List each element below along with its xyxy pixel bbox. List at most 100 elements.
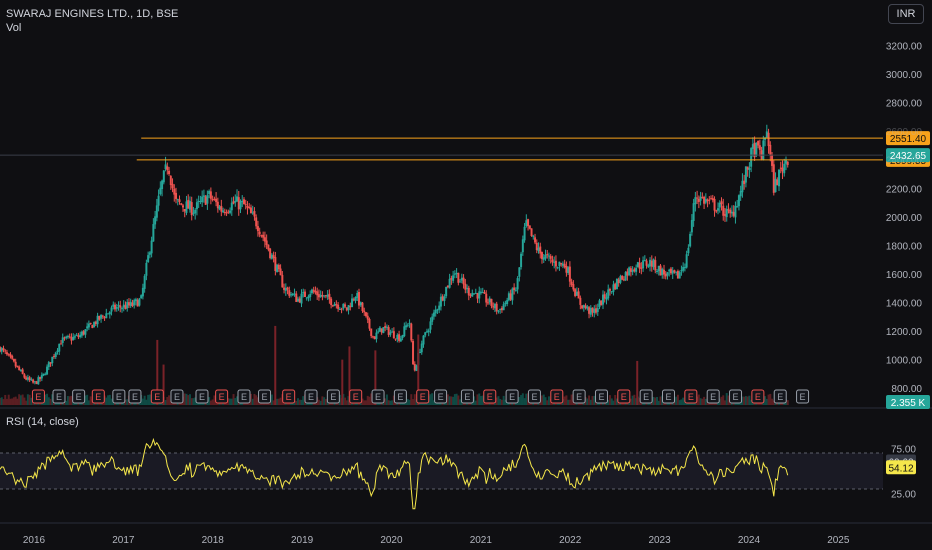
candle-body	[166, 166, 169, 171]
candle-body	[124, 305, 127, 310]
candle-body	[422, 335, 425, 345]
candle-body	[601, 294, 604, 305]
candle-body	[75, 334, 78, 336]
currency-button[interactable]: INR	[888, 4, 924, 24]
volume-bar	[699, 398, 702, 405]
candle-body	[744, 166, 747, 183]
earnings-marker[interactable]: E	[195, 389, 209, 404]
earnings-marker[interactable]: E	[505, 389, 519, 404]
price-tick-label: 1200.00	[886, 327, 923, 338]
candle-body	[279, 268, 282, 276]
candle-body	[499, 309, 502, 311]
candle-body	[180, 203, 183, 205]
volume-bar	[145, 399, 148, 405]
earnings-marker[interactable]: E	[751, 389, 765, 404]
earnings-marker[interactable]: E	[460, 389, 474, 404]
candle-body	[696, 197, 699, 199]
earnings-marker[interactable]: E	[237, 389, 251, 404]
earnings-marker[interactable]: E	[170, 389, 184, 404]
candle-body	[46, 366, 49, 375]
candle-body	[511, 288, 514, 301]
earnings-marker[interactable]: E	[434, 389, 448, 404]
last-price-bg	[886, 148, 930, 163]
candle-body	[176, 199, 179, 201]
candle-body	[593, 308, 596, 314]
earnings-marker[interactable]: E	[617, 389, 631, 404]
earnings-marker-letter: E	[755, 392, 761, 402]
candle-body	[378, 327, 381, 332]
earnings-marker[interactable]: E	[773, 389, 787, 404]
candle-body	[595, 308, 598, 313]
candle-body	[493, 303, 496, 309]
candle-body	[86, 326, 89, 329]
candle-body	[589, 307, 592, 315]
volume-bar	[544, 397, 547, 405]
earnings-marker[interactable]: E	[282, 389, 296, 404]
earnings-marker[interactable]: E	[91, 389, 105, 404]
candle-body	[392, 331, 395, 339]
candle-body	[570, 281, 573, 285]
volume-bar	[363, 400, 366, 405]
earnings-marker[interactable]: E	[258, 389, 272, 404]
earnings-marker[interactable]: E	[150, 389, 164, 404]
volume-bar	[86, 394, 89, 405]
earnings-marker[interactable]: E	[72, 389, 86, 404]
earnings-marker[interactable]: E	[729, 389, 743, 404]
earnings-marker[interactable]: E	[112, 389, 126, 404]
candle-body	[351, 298, 354, 308]
candle-body	[405, 325, 408, 328]
earnings-marker[interactable]: E	[371, 389, 385, 404]
earnings-marker[interactable]: E	[639, 389, 653, 404]
candle-body	[748, 167, 751, 171]
earnings-marker-box	[282, 389, 296, 404]
volume-bar	[412, 399, 415, 405]
earnings-marker[interactable]: E	[393, 389, 407, 404]
candle-body	[295, 293, 298, 302]
volume-bar	[525, 393, 528, 405]
earnings-marker[interactable]: E	[304, 389, 318, 404]
earnings-marker[interactable]: E	[796, 389, 810, 404]
candle-body	[26, 377, 29, 380]
earnings-marker[interactable]: E	[550, 389, 564, 404]
candle-body	[98, 315, 101, 320]
volume-bar	[497, 396, 500, 405]
earnings-marker[interactable]: E	[684, 389, 698, 404]
candle-body	[446, 285, 449, 288]
candle-body	[500, 308, 503, 311]
earnings-marker[interactable]: E	[31, 389, 45, 404]
earnings-marker[interactable]: E	[52, 389, 66, 404]
candle-body	[668, 269, 671, 272]
candle-body	[70, 337, 73, 341]
earnings-marker[interactable]: E	[572, 389, 586, 404]
candle-body	[363, 310, 366, 313]
volume-bar	[408, 399, 411, 405]
volume-bar	[23, 397, 26, 405]
time-tick-label: 2018	[202, 535, 225, 546]
earnings-marker-box	[572, 389, 586, 404]
candle-body	[216, 201, 219, 209]
earnings-marker[interactable]: E	[326, 389, 340, 404]
candle-body	[134, 299, 137, 302]
earnings-marker[interactable]: E	[527, 389, 541, 404]
earnings-marker[interactable]: E	[215, 389, 229, 404]
earnings-marker[interactable]: E	[594, 389, 608, 404]
earnings-marker[interactable]: E	[128, 389, 142, 404]
candle-body	[636, 262, 639, 268]
volume-bar	[368, 396, 371, 405]
earnings-marker[interactable]: E	[483, 389, 497, 404]
candle-body	[141, 287, 144, 297]
candle-body	[776, 179, 779, 186]
earnings-marker[interactable]: E	[662, 389, 676, 404]
candle-body	[650, 260, 653, 267]
candle-body	[471, 292, 474, 297]
candle-body	[603, 294, 606, 299]
candle-body	[309, 294, 312, 298]
earnings-marker[interactable]: E	[349, 389, 363, 404]
earnings-marker[interactable]: E	[416, 389, 430, 404]
candle-body	[32, 379, 35, 383]
candle-body	[129, 301, 132, 306]
volume-bar	[168, 395, 171, 405]
candle-body	[628, 267, 631, 275]
earnings-marker[interactable]: E	[706, 389, 720, 404]
